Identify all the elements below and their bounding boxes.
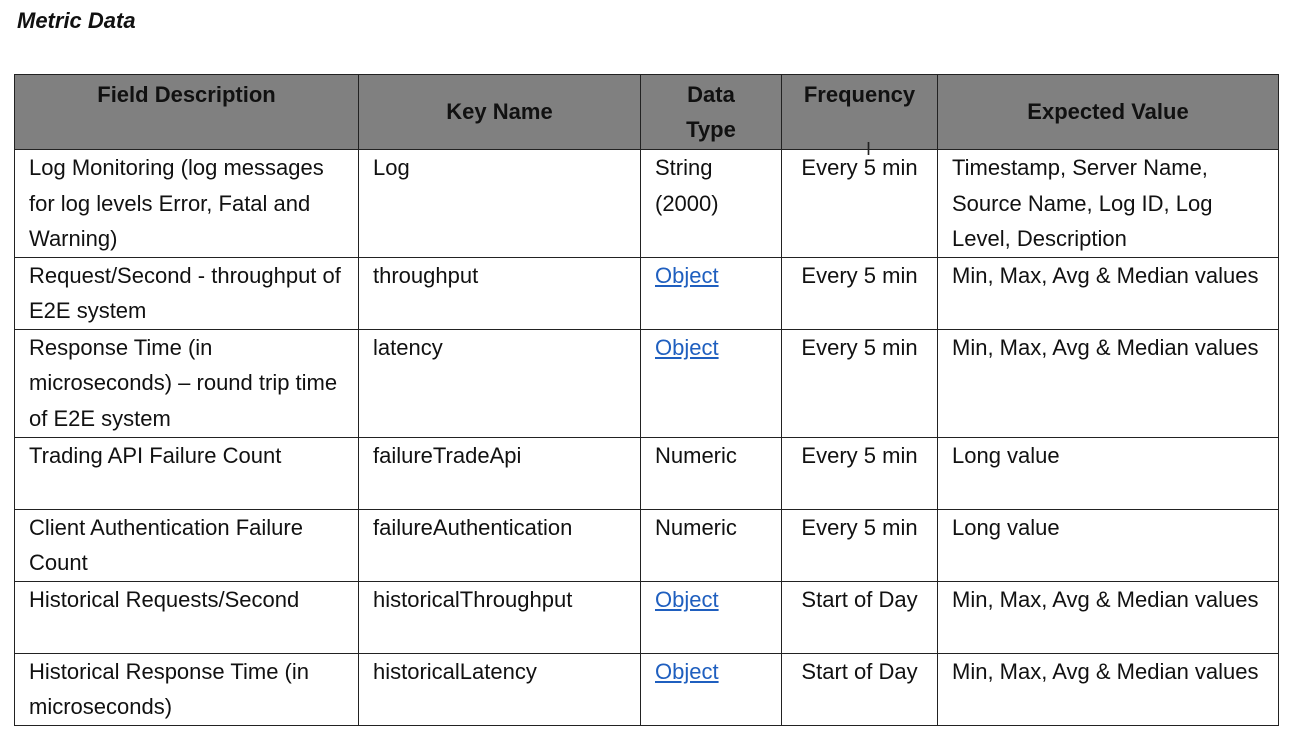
- cell-key-name: failureAuthentication: [358, 508, 641, 582]
- object-type-link[interactable]: Object: [655, 334, 719, 360]
- cell-expected-value: Min, Max, Avg & Median values: [937, 328, 1279, 438]
- cell-frequency: Every 5 min: [781, 436, 938, 510]
- table-row: Trading API Failure Count failureTradeApi…: [14, 436, 1279, 510]
- cell-key-name: historicalLatency: [358, 652, 641, 726]
- cell-key-name: failureTradeApi: [358, 436, 641, 510]
- object-type-link[interactable]: Object: [655, 586, 719, 612]
- cell-key-name: historicalThroughput: [358, 580, 641, 654]
- header-expected-value: Expected Value: [937, 74, 1279, 150]
- cell-data-type: Object: [640, 580, 782, 654]
- cell-expected-value: Long value: [937, 508, 1279, 582]
- header-row: Field Description Key Name Data Type Fre…: [14, 74, 1279, 150]
- object-type-link[interactable]: Object: [655, 658, 719, 684]
- cell-data-type: Numeric: [640, 508, 782, 582]
- cell-data-type: Object: [640, 652, 782, 726]
- cell-frequency: Start of Day: [781, 580, 938, 654]
- cell-frequency: Every 5 min: [781, 328, 938, 438]
- header-data-type: Data Type: [640, 74, 782, 150]
- cell-expected-value: Timestamp, Server Name, Source Name, Log…: [937, 149, 1279, 258]
- cell-field-description: Historical Response Time (in microsecond…: [14, 652, 359, 726]
- cell-field-description: Client Authentication Failure Count: [14, 508, 359, 582]
- header-field-description: Field Description: [14, 74, 359, 150]
- cell-field-description: Trading API Failure Count: [14, 436, 359, 510]
- cell-expected-value: Min, Max, Avg & Median values: [937, 256, 1279, 330]
- cell-field-description: Response Time (in microseconds) – round …: [14, 328, 359, 438]
- header-key-name: Key Name: [358, 74, 641, 150]
- cell-expected-value: Min, Max, Avg & Median values: [937, 652, 1279, 726]
- cell-key-name: throughput: [358, 256, 641, 330]
- cell-key-name: latency: [358, 328, 641, 438]
- cell-field-description: Historical Requests/Second: [14, 580, 359, 654]
- table-row: Historical Requests/Second historicalThro…: [14, 580, 1279, 654]
- section-title: Metric Data: [17, 8, 136, 33]
- cell-frequency: Start of Day: [781, 652, 938, 726]
- header-frequency: Frequency: [781, 74, 938, 150]
- table-row: Client Authentication Failure Count failu…: [14, 508, 1279, 582]
- cell-expected-value: Min, Max, Avg & Median values: [937, 580, 1279, 654]
- table-row: Request/Second - throughput of E2E syste…: [14, 256, 1279, 330]
- object-type-link[interactable]: Object: [655, 262, 719, 288]
- cell-frequency: Every 5 min: [781, 508, 938, 582]
- text-cursor-icon: I: [866, 139, 872, 159]
- cell-field-description: Request/Second - throughput of E2E syste…: [14, 256, 359, 330]
- cell-data-type: Numeric: [640, 436, 782, 510]
- cell-field-description: Log Monitoring (log messages for log lev…: [14, 149, 359, 258]
- metric-data-table: Field Description Key Name Data Type Fre…: [14, 74, 1279, 726]
- table-row: Log Monitoring (log messages for log lev…: [14, 149, 1279, 258]
- table-row: Response Time (in microseconds) – round …: [14, 328, 1279, 438]
- cell-data-type: Object: [640, 328, 782, 438]
- cell-data-type: String (2000): [640, 149, 782, 258]
- cell-frequency: Every 5 min: [781, 149, 938, 258]
- cell-frequency: Every 5 min: [781, 256, 938, 330]
- cell-expected-value: Long value: [937, 436, 1279, 510]
- table-row: Historical Response Time (in microsecond…: [14, 652, 1279, 726]
- cell-data-type: Object: [640, 256, 782, 330]
- cell-key-name: Log: [358, 149, 641, 258]
